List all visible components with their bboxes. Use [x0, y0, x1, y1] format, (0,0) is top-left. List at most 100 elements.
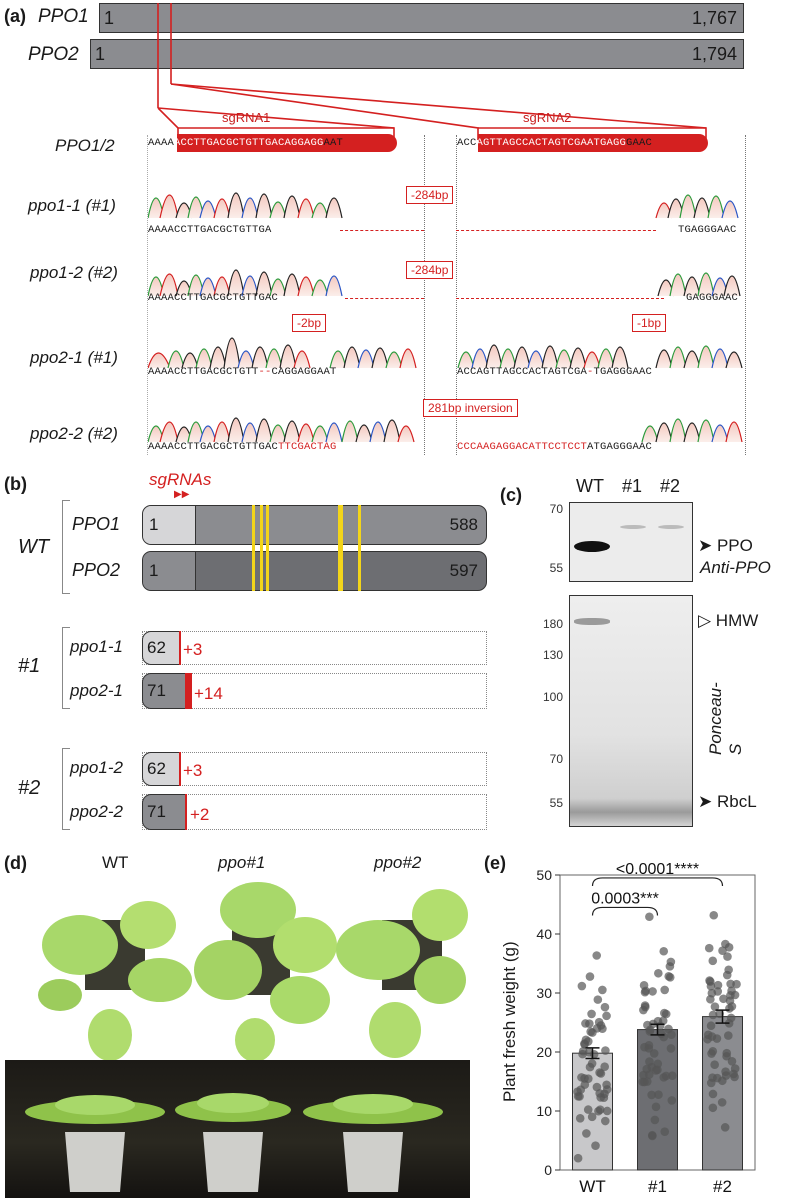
rbcl-label: ➤ RbcL	[698, 792, 757, 812]
data-point	[705, 976, 714, 985]
gene-ppo2-bar: 1 1,794	[90, 39, 744, 69]
western-blot	[569, 502, 693, 582]
ppo-label: ➤ PPO	[698, 536, 753, 556]
data-point	[660, 985, 669, 995]
truncated-protein: 71	[142, 673, 186, 709]
motif-stripe	[358, 505, 361, 591]
group-label-2: #2	[18, 777, 41, 799]
protein-bar-ppo1: 1 588	[142, 505, 487, 545]
data-point	[595, 1105, 605, 1115]
data-point	[600, 1116, 610, 1126]
data-point	[649, 1049, 659, 1058]
protein-label-ppo2-2: ppo2-2	[70, 802, 123, 821]
seq-text: TTCGACTAG	[278, 441, 337, 453]
faint-band	[620, 525, 646, 529]
protein-label-ppo1-2: ppo1-2	[70, 758, 123, 777]
data-point	[726, 991, 735, 1000]
marker: 130	[542, 648, 563, 662]
data-point	[592, 951, 602, 960]
arrow-icon: ➤	[698, 536, 717, 555]
data-point	[650, 1115, 660, 1125]
lane-label-wt: WT	[576, 476, 604, 496]
data-point	[706, 1021, 716, 1031]
y-tick-label: 50	[536, 867, 552, 883]
y-tick-label: 20	[536, 1044, 552, 1060]
mutation-label: +3	[183, 640, 203, 659]
data-point	[583, 1074, 593, 1083]
data-point	[640, 1002, 650, 1012]
data-point	[703, 1034, 712, 1044]
seq-text: AAT	[323, 137, 344, 149]
data-point	[575, 1113, 585, 1123]
protein-label-ppo2-1: ppo2-1	[70, 681, 123, 700]
antibody-label: Anti-PPO	[700, 558, 771, 577]
seq-text: AAAA	[148, 137, 175, 149]
gene-ppo1-start: 1	[104, 8, 115, 28]
data-point	[584, 1048, 594, 1057]
motif-stripe	[338, 505, 343, 591]
deletion-dash	[456, 230, 656, 231]
data-point	[706, 1078, 716, 1088]
row-label-ppo1-2: ppo1-2 (#2)	[30, 263, 118, 282]
data-point	[724, 943, 734, 952]
guide-line	[147, 135, 148, 455]
group-bracket	[62, 627, 70, 709]
sgrna-arrows-icon: ▶▶	[174, 489, 190, 500]
panel-b-label: (b)	[4, 474, 27, 494]
data-point	[717, 1098, 727, 1107]
fresh-weight-chart: 0 10 20 30 40 50 WT #1 #2 0.0003*** <0.0001****	[536, 861, 756, 1196]
data-point	[730, 1072, 739, 1082]
plant-wt	[38, 901, 192, 1061]
seq-ppo1-1-left: AAAACCTTGACGCTGTTGA	[148, 224, 272, 236]
gene-ppo2-start: 1	[95, 44, 106, 64]
marker: 180	[542, 617, 563, 631]
marker: 100	[542, 690, 563, 704]
data-point	[648, 1131, 657, 1141]
y-tick-label: 10	[536, 1103, 552, 1119]
data-point	[583, 1105, 593, 1114]
data-point	[666, 1044, 676, 1053]
group-bracket	[62, 748, 70, 830]
deletion-box: -284bp	[406, 261, 454, 279]
data-point	[708, 1103, 718, 1113]
insertion-mark	[185, 794, 187, 830]
data-point	[595, 1089, 604, 1098]
data-point	[724, 1031, 733, 1040]
x-tick-label: WT	[579, 1177, 605, 1196]
plant-label-wt: WT	[102, 853, 129, 872]
data-point	[602, 1011, 611, 1021]
data-point	[732, 979, 741, 989]
data-point	[723, 952, 732, 961]
data-point	[704, 943, 714, 953]
seq-ppo1-2-left: AAAACCTTGACGCTGTTGAC	[148, 292, 279, 304]
seq-ppo2-2-left: AAAACCTTGACGCTGTTGACTTCGACTAG	[148, 441, 337, 453]
arrow-icon: ➤	[698, 792, 717, 811]
panel-c-label: (c)	[500, 485, 522, 505]
significance-label: <0.0001****	[616, 861, 699, 878]
deletion-dash	[340, 230, 424, 231]
truncated-protein: 62	[142, 752, 180, 786]
data-point	[651, 1102, 661, 1112]
data-point	[594, 1017, 604, 1027]
plant-ppo1	[194, 882, 337, 1062]
guide-line	[745, 135, 746, 455]
plant-side-view	[5, 1060, 470, 1198]
data-point	[664, 1024, 673, 1034]
data-point	[585, 1019, 594, 1028]
data-point	[707, 1049, 716, 1058]
protein-n-term	[143, 552, 196, 590]
seq-text: ACC	[457, 137, 477, 149]
guide-line	[456, 135, 457, 455]
seq-ppo2-2-right: CCCAAGAGGACATTCCTCCTATGAGGGAAC	[457, 441, 652, 453]
truncated-protein: 62	[142, 631, 180, 665]
inversion-box: 281bp inversion	[423, 399, 518, 417]
significance-bracket	[591, 906, 659, 916]
data-point	[668, 1071, 677, 1080]
ref-seq-right: ACCAGTTAGCCACTAGTCGAATGAGGGAAC	[457, 137, 652, 149]
data-point	[595, 1068, 604, 1077]
y-axis-label: Plant fresh weight (g)	[500, 941, 519, 1102]
protein-end: 588	[449, 515, 478, 534]
seq-text: ATGAGGGAAC	[587, 441, 653, 453]
protein-label-ppo1: PPO1	[72, 514, 121, 534]
data-point	[639, 980, 649, 990]
